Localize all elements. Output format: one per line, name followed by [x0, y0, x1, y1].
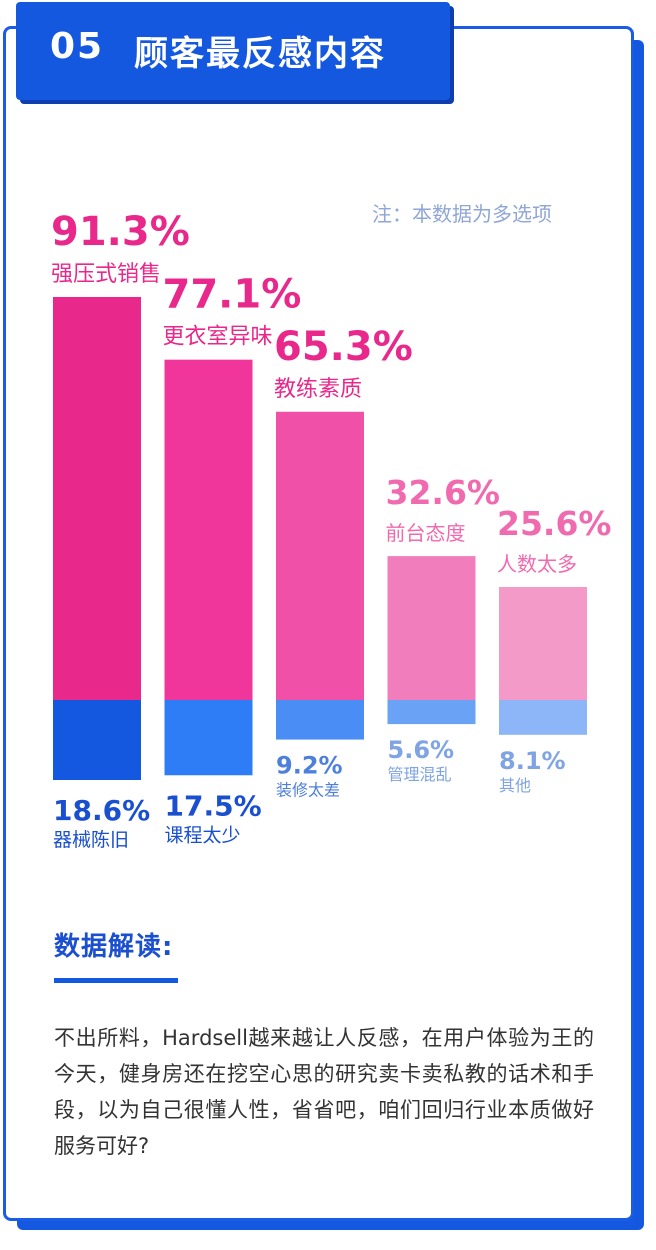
lower-category-label: 装修太差 — [276, 781, 340, 800]
header-banner — [16, 2, 450, 100]
lower-category-label: 课程太少 — [165, 824, 241, 846]
bar-upper-1 — [53, 297, 141, 700]
category-label: 强压式销售 — [51, 262, 161, 287]
section-number: 05 — [50, 26, 105, 67]
bar-lower-4 — [387, 700, 476, 725]
interpretation-paragraph: 不出所料，Hardsell越来越让人反感，在用户体验为王的今天，健身房还在挖空心… — [54, 1026, 594, 1158]
bar-upper-3 — [276, 411, 364, 700]
section-title: 数据解读: — [54, 932, 174, 962]
bar-chart: 91.3% 强压式销售 18.6%器械陈旧 77.1% 更衣室异味 17.5%课程太少 65… — [51, 209, 612, 851]
chart-note: 注：本数据为多选项 — [372, 202, 552, 226]
category-label: 更衣室异味 — [163, 325, 273, 350]
bar-upper-5 — [499, 587, 587, 700]
lower-value-label: 17.5% — [165, 789, 262, 822]
value-label: 77.1% — [163, 272, 302, 318]
value-label: 32.6% — [386, 473, 501, 512]
lower-value-label: 5.6% — [388, 736, 455, 764]
section-underline — [54, 978, 178, 983]
bar-upper-4 — [387, 556, 476, 700]
lower-category-label: 其他 — [499, 776, 531, 795]
page-title: 顾客最反感内容 — [134, 34, 386, 74]
lower-category-label: 器械陈旧 — [53, 829, 129, 851]
lower-value-label: 9.2% — [276, 752, 343, 780]
bar-lower-3 — [276, 700, 364, 740]
bar-lower-5 — [499, 700, 587, 735]
lower-category-label: 管理混乱 — [388, 765, 452, 784]
value-label: 91.3% — [51, 209, 190, 255]
lower-value-label: 8.1% — [499, 747, 566, 775]
bar-upper-2 — [164, 359, 253, 700]
bar-lower-2 — [164, 700, 253, 776]
category-label: 教练素质 — [274, 377, 362, 402]
value-label: 65.3% — [274, 324, 413, 370]
bar-lower-1 — [53, 700, 141, 780]
lower-value-label: 18.6% — [53, 794, 150, 827]
value-label: 25.6% — [497, 504, 612, 543]
category-label: 前台态度 — [386, 521, 466, 545]
category-label: 人数太多 — [497, 552, 577, 576]
